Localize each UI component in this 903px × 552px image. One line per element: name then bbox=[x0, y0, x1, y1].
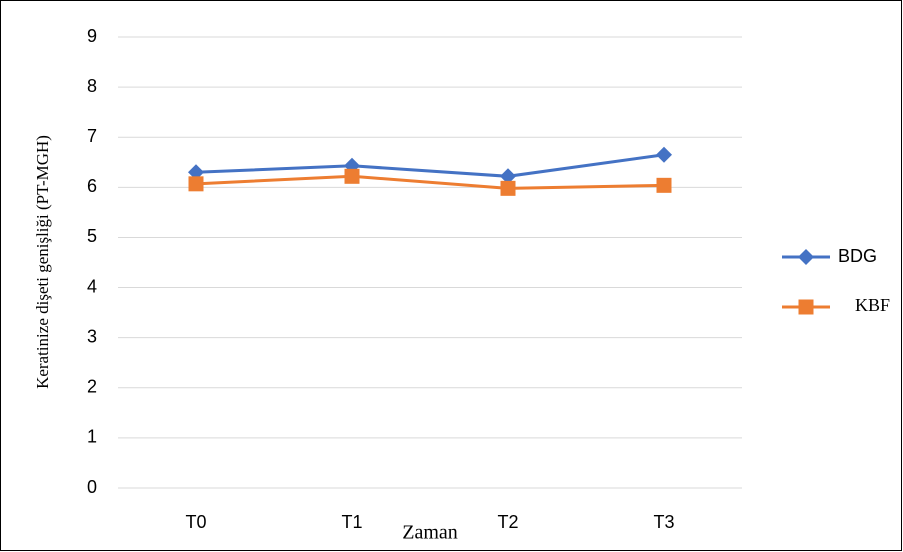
legend-label: KBF bbox=[855, 295, 890, 315]
y-tick-label: 8 bbox=[87, 76, 97, 96]
x-tick-label: T2 bbox=[497, 512, 518, 532]
y-tick-label: 1 bbox=[87, 427, 97, 447]
data-point bbox=[188, 176, 204, 192]
data-point bbox=[656, 146, 672, 163]
data-point bbox=[500, 180, 516, 196]
data-point bbox=[656, 177, 672, 193]
x-tick-label: T3 bbox=[653, 512, 674, 532]
y-axis-label: Keratinize dişeti genişliği (PT-MGH) bbox=[33, 135, 52, 389]
data-point bbox=[344, 168, 360, 184]
x-tick-label: T0 bbox=[185, 512, 206, 532]
series-line bbox=[195, 153, 665, 178]
x-axis-label: Zaman bbox=[402, 522, 458, 544]
y-tick-label: 3 bbox=[87, 326, 97, 346]
legend-marker bbox=[798, 249, 814, 265]
y-tick-label: 0 bbox=[87, 477, 97, 497]
series-line bbox=[195, 174, 665, 190]
y-tick-label: 7 bbox=[87, 126, 97, 146]
y-tick-label: 5 bbox=[87, 226, 97, 246]
y-tick-label: 4 bbox=[87, 276, 97, 296]
data-point bbox=[500, 168, 516, 185]
data-point bbox=[188, 164, 204, 181]
y-tick-label: 2 bbox=[87, 377, 97, 397]
legend-label: BDG bbox=[838, 246, 877, 266]
x-tick-label: T1 bbox=[341, 512, 362, 532]
y-tick-label: 6 bbox=[87, 176, 97, 196]
y-tick-label: 9 bbox=[87, 26, 97, 46]
legend-marker bbox=[798, 299, 814, 315]
